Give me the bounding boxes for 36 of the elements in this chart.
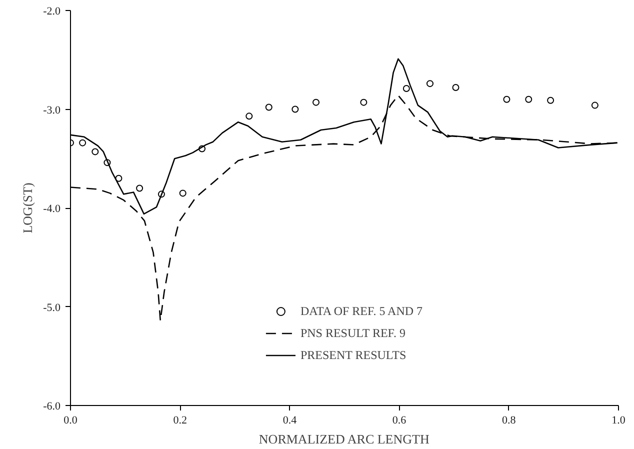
point — [591, 102, 598, 109]
y-tick-label: -4.0 — [43, 203, 61, 215]
x-axis-title: NORMALIZED ARC LENGTH — [258, 432, 430, 446]
point — [136, 184, 144, 192]
legend-label: PNS RESULT REF. 9 — [300, 326, 406, 340]
y-axis-title: LOG(ST) — [20, 182, 36, 234]
point — [246, 112, 253, 120]
y-tick-label: -5.0 — [43, 302, 61, 314]
point — [115, 174, 122, 182]
point — [292, 106, 299, 113]
y-tick-label: -2.0 — [43, 6, 61, 18]
x-tick-label: 1.0 — [612, 414, 626, 426]
legend-label: DATA OF REF. 5 AND 7 — [300, 304, 423, 318]
x-tick-label: 0.4 — [282, 414, 298, 426]
point — [525, 96, 532, 103]
y-tick-label: -3.0 — [43, 104, 61, 116]
point — [402, 85, 410, 92]
y-tick-label: -6.0 — [43, 400, 61, 412]
legend-label: PRESENT RESULTS — [300, 348, 406, 362]
point — [104, 159, 111, 166]
x-tick-label: 0.0 — [64, 414, 78, 426]
point — [547, 96, 554, 104]
point — [179, 190, 186, 197]
point — [452, 84, 460, 92]
x-tick-label: 0.8 — [502, 414, 516, 426]
point — [360, 98, 368, 106]
point — [265, 104, 272, 111]
point — [198, 145, 206, 152]
point — [158, 190, 165, 198]
x-tick-label: 0.2 — [173, 414, 187, 426]
point — [92, 148, 99, 156]
point — [426, 80, 434, 88]
point — [503, 96, 510, 103]
point — [79, 139, 86, 146]
x-tick-label: 0.6 — [392, 414, 407, 426]
point — [312, 98, 320, 106]
